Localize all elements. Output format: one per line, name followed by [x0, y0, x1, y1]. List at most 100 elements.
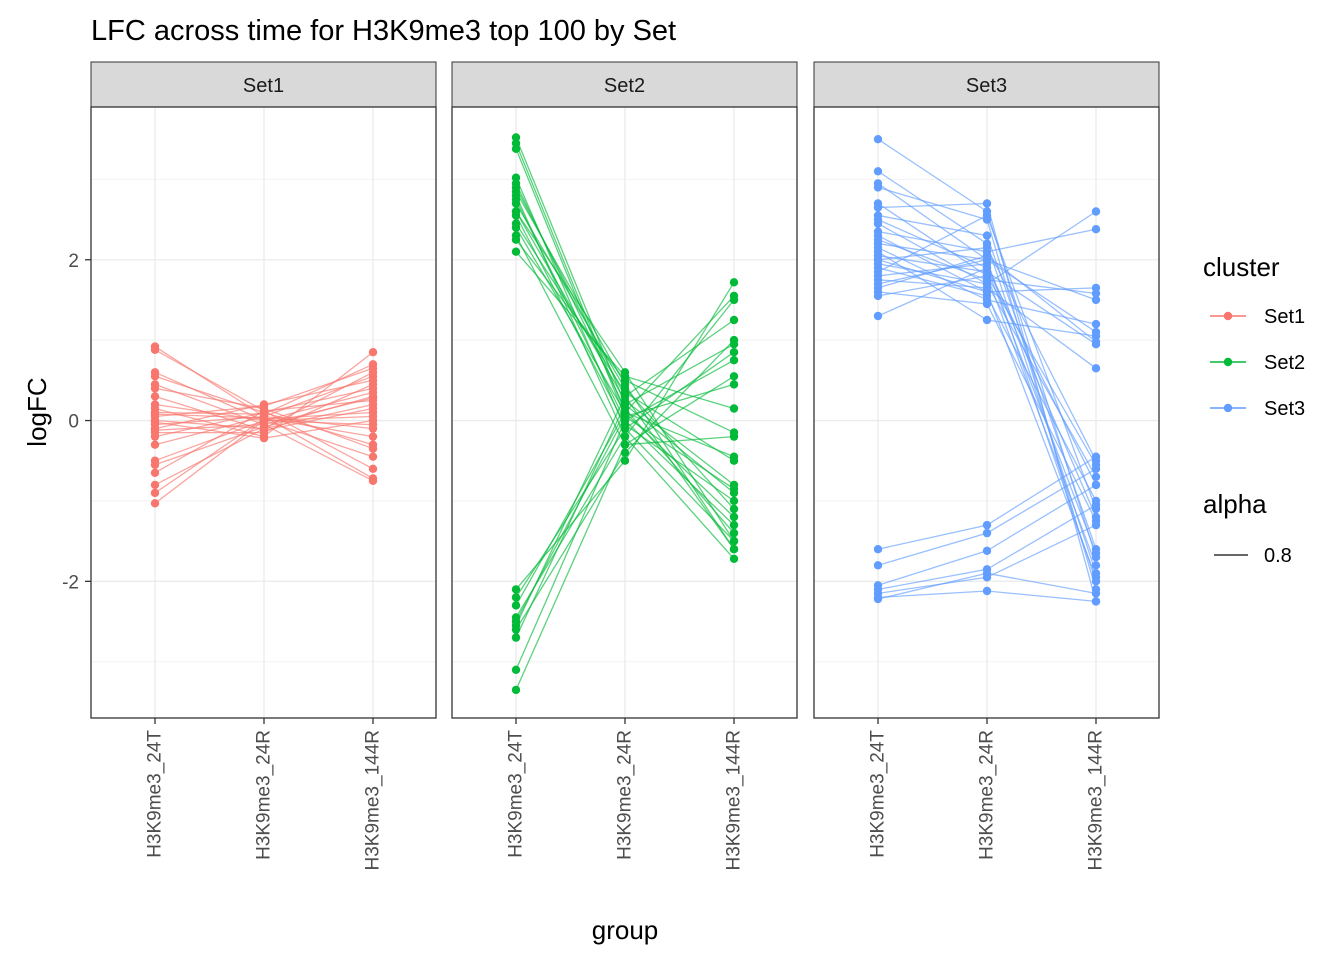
data-point: [620, 412, 630, 421]
x-axis-title: group: [592, 915, 659, 945]
data-point: [729, 496, 739, 506]
facet-strip: [90, 61, 437, 108]
series-points: [150, 342, 378, 508]
data-point: [620, 456, 630, 465]
legend-alpha-title: alpha: [1203, 489, 1267, 519]
data-point: [511, 685, 521, 695]
data-point: [259, 420, 269, 429]
data-point: [150, 372, 160, 381]
legend-cluster-title: cluster: [1203, 252, 1280, 282]
legend-entry-set3: Set3: [1210, 398, 1305, 420]
data-point: [1091, 520, 1101, 530]
data-point: [150, 345, 160, 354]
data-point: [1091, 500, 1101, 510]
data-point: [1091, 207, 1101, 216]
legend-key-point: [1223, 357, 1233, 367]
data-point: [873, 311, 883, 321]
data-point: [729, 528, 739, 538]
facet-panel-set3: Set3 H3K9me3_24T H3K9me3_24R H3K9me3_144R: [813, 61, 1160, 870]
data-point: [150, 460, 160, 469]
data-point: [259, 400, 269, 409]
data-point: [620, 380, 630, 389]
data-point: [729, 315, 739, 325]
x-tick-label: H3K9me3_144R: [1086, 730, 1107, 870]
data-point: [511, 585, 521, 594]
data-point: [620, 432, 630, 441]
data-point: [729, 295, 739, 305]
data-point: [729, 348, 739, 357]
x-tick-label: H3K9me3_24R: [254, 730, 275, 860]
data-point: [368, 476, 378, 485]
facet-panel-set2: Set2 H3K9me3_24T H3K9me3_24R H3K9me3_144R: [451, 61, 798, 870]
data-point: [511, 247, 521, 256]
data-point: [1091, 319, 1101, 329]
data-point: [150, 392, 160, 401]
data-point: [729, 380, 739, 389]
data-point: [1091, 327, 1101, 337]
data-point: [1091, 472, 1101, 481]
data-point: [982, 243, 992, 252]
legend-key-point: [1223, 403, 1233, 413]
data-point: [511, 617, 521, 626]
y-axis-title: logFC: [22, 377, 52, 446]
legend-alpha-value: 0.8: [1264, 545, 1292, 567]
data-point: [150, 426, 160, 435]
data-point: [873, 561, 883, 570]
data-point: [1091, 225, 1101, 234]
data-point: [511, 187, 521, 196]
data-point: [1091, 597, 1101, 606]
data-point: [368, 393, 378, 403]
data-point: [368, 416, 378, 425]
facet-strip: [451, 61, 798, 108]
data-point: [150, 384, 160, 393]
data-point: [368, 432, 378, 441]
legend-entry-set2: Set2: [1210, 352, 1305, 374]
data-point: [259, 413, 269, 423]
data-point: [982, 569, 992, 578]
x-tick-label: H3K9me3_24R: [615, 730, 636, 860]
data-point: [150, 409, 160, 419]
data-point: [511, 625, 521, 634]
legend-entry-label: Set3: [1264, 398, 1305, 420]
data-point: [982, 199, 992, 208]
x-tick-label: H3K9me3_24T: [145, 730, 166, 858]
data-point: [982, 586, 992, 596]
data-point: [982, 528, 992, 538]
data-point: [873, 167, 883, 176]
data-point: [368, 464, 378, 473]
data-point: [511, 223, 521, 232]
data-point: [873, 203, 883, 212]
data-point: [729, 504, 739, 514]
data-point: [511, 665, 521, 674]
data-point: [729, 545, 739, 554]
data-point: [729, 452, 739, 461]
data-point: [873, 135, 883, 144]
x-tick-label: H3K9me3_144R: [363, 730, 384, 870]
data-point: [873, 283, 883, 293]
data-point: [873, 219, 883, 228]
y-tick-label: 0: [68, 412, 79, 433]
data-point: [259, 434, 269, 443]
data-point: [982, 263, 992, 272]
data-point: [729, 356, 739, 365]
data-point: [873, 235, 883, 244]
data-point: [1091, 295, 1101, 305]
data-point: [620, 424, 630, 433]
data-point: [620, 392, 630, 401]
data-point: [729, 340, 739, 349]
data-point: [620, 440, 630, 449]
x-tick-label: H3K9me3_144R: [724, 730, 745, 870]
data-point: [982, 287, 992, 297]
x-tick-label: H3K9me3_24T: [506, 730, 527, 858]
data-point: [620, 448, 630, 457]
data-point: [729, 520, 739, 530]
data-point: [1091, 561, 1101, 570]
legend-entry-label: Set1: [1264, 306, 1305, 328]
data-point: [1091, 573, 1101, 582]
data-point: [1091, 589, 1101, 598]
legend-entry-set1: Set1: [1210, 306, 1305, 328]
data-point: [729, 428, 739, 437]
data-point: [150, 480, 160, 490]
data-point: [729, 404, 739, 413]
data-point: [150, 432, 160, 441]
